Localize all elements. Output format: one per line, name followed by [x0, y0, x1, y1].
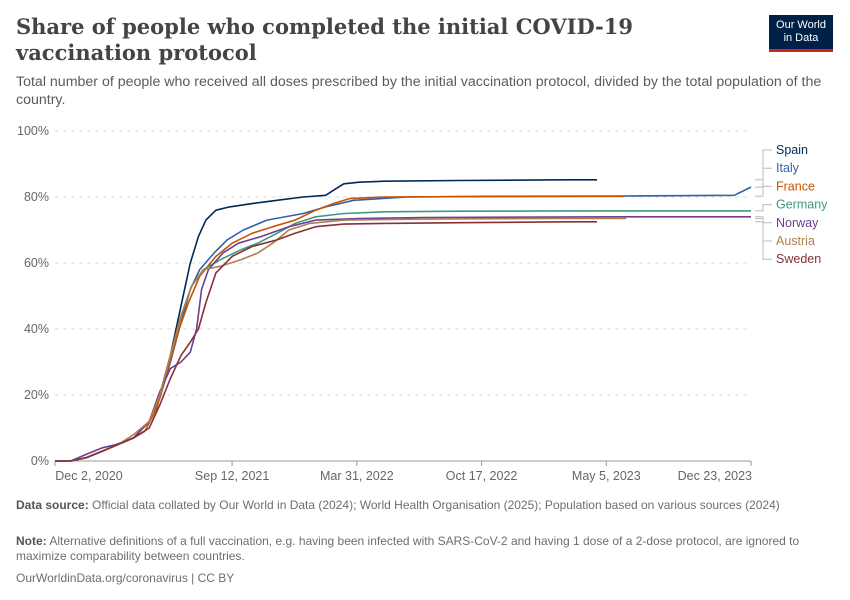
- legend-connector: [755, 185, 772, 197]
- series-line-austria: [55, 217, 627, 462]
- y-tick-label: 60%: [24, 256, 49, 270]
- series-line-sweden: [55, 221, 597, 462]
- series-line-norway: [55, 216, 751, 462]
- legend-label-sweden: Sweden: [776, 252, 821, 266]
- y-tick-label: 40%: [24, 322, 49, 336]
- x-tick-label: Dec 23, 2023: [678, 469, 752, 483]
- legend-label-france: France: [776, 179, 815, 193]
- series-lines: [55, 179, 752, 462]
- chart-title: Share of people who completed the initia…: [16, 14, 633, 65]
- data-source: Data source: Official data collated by O…: [16, 498, 816, 513]
- chart-note: Note: Alternative definitions of a full …: [16, 534, 816, 564]
- legend-connector: [755, 167, 772, 188]
- series-line-italy: [55, 186, 752, 462]
- logo-line-2: in Data: [783, 32, 819, 44]
- y-tick-label: 20%: [24, 388, 49, 402]
- note-label: Note:: [16, 534, 47, 548]
- data-source-text: Official data collated by Our World in D…: [92, 498, 780, 512]
- logo-line-1: Our World: [776, 19, 826, 31]
- legend-label-germany: Germany: [776, 198, 828, 212]
- line-chart: 0% 20% 40% 60% 80% 100% Dec 2, 2020 Sep 12, 20…: [17, 124, 828, 483]
- legend-connector: [755, 221, 772, 260]
- x-tick-label: Mar 31, 2022: [320, 469, 394, 483]
- legend-connector: [755, 149, 772, 181]
- legend-label-norway: Norway: [776, 216, 819, 230]
- x-tick-label: Dec 2, 2020: [55, 469, 122, 483]
- legend-connector: [755, 204, 772, 212]
- legend-label-spain: Spain: [776, 143, 808, 157]
- source-url[interactable]: OurWorldinData.org/coronavirus | CC BY: [16, 571, 235, 585]
- y-axis: 0% 20% 40% 60% 80% 100%: [17, 124, 49, 468]
- data-source-label: Data source:: [16, 498, 89, 512]
- legend-label-austria: Austria: [776, 234, 815, 248]
- y-tick-label: 100%: [17, 124, 49, 138]
- legend: Spain Italy France Germany Norway Austria Swed…: [755, 143, 828, 266]
- y-tick-label: 0%: [31, 454, 49, 468]
- x-tick-label: Oct 17, 2022: [446, 469, 518, 483]
- owid-logo[interactable]: Our World in Data: [769, 15, 833, 52]
- x-tick-label: May 5, 2023: [572, 469, 641, 483]
- chart-subtitle: Total number of people who received all …: [16, 74, 822, 108]
- series-line-germany: [55, 210, 751, 462]
- x-tick-label: Sep 12, 2021: [195, 469, 269, 483]
- note-text: Alternative definitions of a full vaccin…: [16, 534, 800, 563]
- y-tick-label: 80%: [24, 190, 49, 204]
- x-axis: Dec 2, 2020 Sep 12, 2021 Mar 31, 2022 Oct 1…: [54, 460, 752, 483]
- gridlines: [55, 130, 751, 396]
- legend-label-italy: Italy: [776, 161, 800, 175]
